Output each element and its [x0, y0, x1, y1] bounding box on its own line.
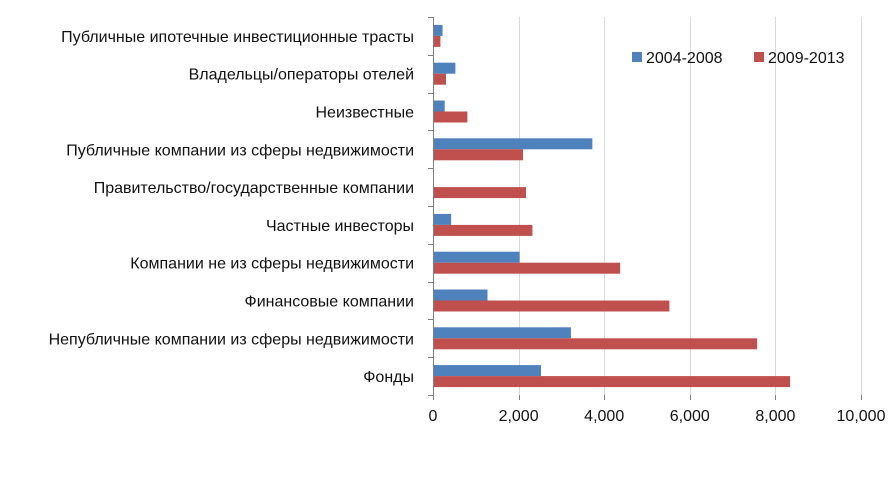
- category-label: Компании не из сферы недвижимости: [130, 256, 414, 273]
- bar-2004-2008-4: [434, 138, 593, 150]
- x-tick-label: 0: [429, 408, 438, 425]
- bar-2009-2013-5: [434, 187, 527, 199]
- axes: [428, 17, 862, 400]
- category-label: Публичные компании из сферы недвижимости: [66, 142, 414, 159]
- x-tick-label: 4,000: [584, 408, 624, 425]
- bar-2009-2013-7: [434, 262, 621, 274]
- x-tick-label: 6,000: [670, 408, 710, 425]
- bar-2009-2013-4: [434, 149, 524, 161]
- bar-2009-2013-8: [434, 300, 670, 312]
- bar-2004-2008-10: [434, 365, 541, 377]
- legend-label: 2009-2013: [768, 50, 845, 67]
- bar-2009-2013-3: [434, 111, 468, 123]
- bar-2009-2013-1: [434, 35, 441, 47]
- bar-2009-2013-2: [434, 73, 446, 85]
- category-label: Неизвестные: [315, 105, 414, 122]
- bars: [434, 24, 791, 388]
- category-label: Правительство/государственные компании: [94, 180, 414, 197]
- category-label: Финансовые компании: [245, 294, 414, 311]
- legend: 2004-2008 2009-2013: [632, 50, 845, 67]
- bar-2004-2008-9: [434, 327, 571, 339]
- x-tick-label: 10,000: [837, 408, 886, 425]
- category-label: Владельцы/операторы отелей: [189, 67, 414, 84]
- legend-label: 2004-2008: [646, 50, 723, 67]
- bar-2009-2013-9: [434, 338, 758, 350]
- legend-swatch: [632, 52, 642, 62]
- bar-2009-2013-6: [434, 224, 533, 236]
- bar-2004-2008-3: [434, 100, 445, 112]
- tick-labels: 0 2,000 4,000 6,000 8,000 10,000: [429, 408, 886, 425]
- bar-2004-2008-1: [434, 24, 443, 36]
- legend-swatch: [754, 52, 764, 62]
- category-label: Публичные ипотечные инвестиционные траст…: [61, 29, 414, 46]
- bar-2004-2008-2: [434, 62, 456, 74]
- x-tick-label: 8,000: [755, 408, 795, 425]
- category-label: Частные инвесторы: [266, 218, 414, 235]
- bar-2004-2008-8: [434, 289, 488, 301]
- bar-2004-2008-6: [434, 213, 452, 225]
- bar-2004-2008-7: [434, 251, 520, 263]
- bar-2009-2013-10: [434, 376, 791, 388]
- x-tick-label: 2,000: [499, 408, 539, 425]
- category-label: Непубличные компании из сферы недвижимос…: [49, 331, 414, 348]
- category-labels: Публичные ипотечные инвестиционные траст…: [49, 29, 415, 386]
- category-label: Фонды: [363, 369, 414, 386]
